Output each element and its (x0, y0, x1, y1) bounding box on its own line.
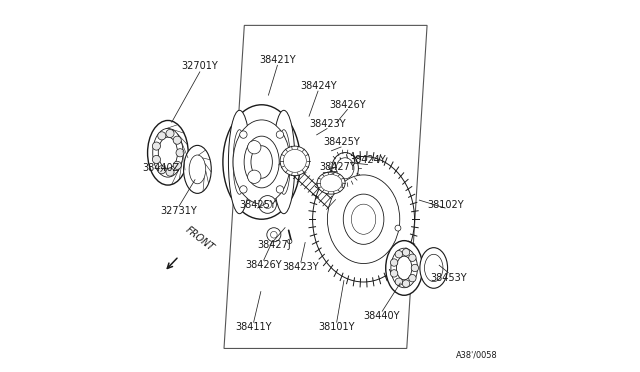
Circle shape (157, 166, 166, 174)
Ellipse shape (233, 130, 246, 194)
Circle shape (390, 259, 398, 266)
Ellipse shape (277, 130, 291, 194)
Circle shape (240, 186, 247, 193)
Circle shape (176, 149, 184, 157)
Text: 38425Y: 38425Y (239, 200, 276, 210)
Ellipse shape (189, 155, 205, 184)
Ellipse shape (386, 241, 422, 295)
Circle shape (409, 254, 416, 262)
Text: 32701Y: 32701Y (182, 61, 218, 71)
Text: 38440Z: 38440Z (142, 163, 179, 173)
Circle shape (287, 239, 292, 244)
Circle shape (411, 264, 419, 272)
Circle shape (395, 278, 403, 285)
Ellipse shape (320, 174, 342, 192)
Ellipse shape (396, 256, 412, 280)
Circle shape (276, 131, 284, 138)
Text: 38101Y: 38101Y (318, 322, 355, 332)
Ellipse shape (244, 136, 279, 188)
Text: A38'/0058: A38'/0058 (456, 350, 498, 360)
Ellipse shape (273, 110, 295, 214)
Circle shape (390, 270, 398, 277)
Circle shape (240, 131, 247, 138)
Circle shape (152, 155, 161, 164)
Text: 38453Y: 38453Y (430, 273, 467, 283)
Circle shape (395, 250, 403, 258)
Text: 32731Y: 32731Y (161, 206, 197, 216)
Ellipse shape (351, 204, 376, 234)
Text: 38426Y: 38426Y (245, 260, 282, 270)
Ellipse shape (280, 146, 310, 176)
Text: 38423Y: 38423Y (309, 119, 346, 129)
Ellipse shape (267, 228, 281, 242)
Ellipse shape (158, 137, 177, 169)
Ellipse shape (284, 150, 307, 172)
Ellipse shape (336, 158, 354, 179)
Text: 38427J: 38427J (257, 240, 291, 250)
Ellipse shape (148, 121, 188, 185)
Circle shape (248, 141, 261, 154)
Text: 38427Y: 38427Y (319, 162, 356, 172)
Ellipse shape (184, 145, 211, 193)
Ellipse shape (391, 248, 417, 288)
Circle shape (409, 275, 416, 282)
Circle shape (173, 136, 181, 144)
Ellipse shape (251, 146, 273, 178)
Ellipse shape (312, 157, 415, 282)
Text: 38423Y: 38423Y (282, 262, 319, 272)
Circle shape (157, 132, 166, 140)
Ellipse shape (233, 120, 291, 204)
Ellipse shape (332, 153, 358, 184)
Circle shape (395, 225, 401, 231)
Ellipse shape (343, 194, 384, 244)
Circle shape (173, 161, 181, 169)
Circle shape (166, 168, 174, 176)
Circle shape (403, 280, 410, 287)
Text: 38424Y: 38424Y (300, 81, 337, 91)
Circle shape (248, 170, 261, 183)
Ellipse shape (271, 231, 277, 238)
Circle shape (403, 248, 410, 256)
Text: 38411Y: 38411Y (236, 322, 272, 332)
Ellipse shape (424, 254, 443, 282)
Text: 38421Y: 38421Y (259, 55, 296, 65)
Circle shape (152, 142, 161, 150)
Text: 38426Y: 38426Y (330, 100, 366, 110)
Ellipse shape (153, 128, 183, 177)
Ellipse shape (420, 248, 447, 288)
Text: FRONT: FRONT (184, 225, 216, 253)
Circle shape (276, 186, 284, 193)
Ellipse shape (223, 105, 300, 219)
Text: 38440Y: 38440Y (364, 311, 400, 321)
Text: 38424Y: 38424Y (349, 155, 387, 165)
Ellipse shape (264, 201, 271, 209)
Text: 38425Y: 38425Y (323, 137, 360, 147)
Ellipse shape (259, 196, 276, 213)
Text: 38102Y: 38102Y (428, 200, 464, 210)
Circle shape (166, 129, 174, 138)
Ellipse shape (228, 110, 251, 214)
Ellipse shape (317, 172, 345, 194)
Ellipse shape (328, 175, 400, 263)
